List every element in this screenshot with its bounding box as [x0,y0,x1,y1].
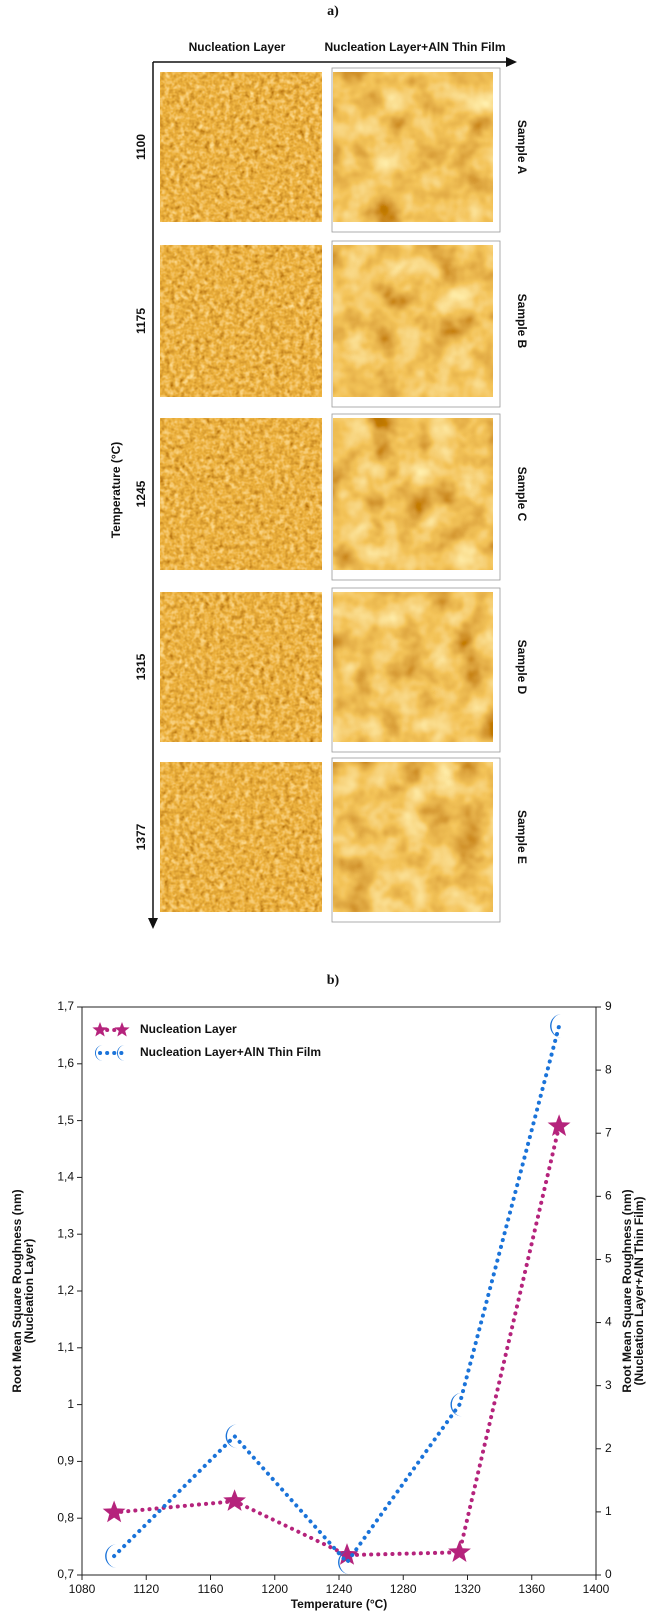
x-tick-label: 1200 [261,1582,288,1596]
afm-image [160,418,322,570]
afm-panel: a) Nucleation Layer Nucleation Layer+AlN… [109,4,517,929]
y2-axis-label: (Nucleation Layer+AlN Thin Film) [632,1196,646,1385]
y-tick-label: 1,1 [57,1340,74,1354]
y2-tick-label: 6 [605,1189,612,1203]
y-tick-label: 1,3 [57,1226,74,1240]
panel-label: a) [327,4,339,19]
temperature-label: 1175 [134,308,148,334]
y2-tick-label: 1 [605,1504,612,1518]
axis-label: Temperature (°C) [109,442,123,539]
image-frame [331,67,501,233]
x-axis-label: Temperature (°C) [291,1597,388,1611]
y2-tick-label: 2 [605,1441,612,1455]
plot-frame [81,1006,597,1576]
y-tick-label: 0,9 [57,1454,74,1468]
y2-tick-label: 7 [605,1125,612,1139]
y-tick-label: 1 [67,1397,74,1411]
marker [102,1500,126,1523]
x-tick-label: 1240 [326,1582,353,1596]
y2-tick-label: 4 [605,1315,612,1329]
marker [223,1489,246,1511]
y2-tick-label: 0 [605,1567,612,1581]
y2-tick-label: 3 [605,1378,612,1392]
column-header: Nucleation Layer [189,40,286,54]
x-tick-label: 1360 [518,1582,545,1596]
legend-label: Nucleation Layer [140,1022,237,1036]
y-axis-label: Root Mean Square Roughness (nm) [10,1189,24,1392]
y2-tick-label: 5 [605,1252,612,1266]
sample-label: Sample D [515,640,529,695]
y-tick-label: 1,6 [57,1056,74,1070]
x-tick-label: 1120 [133,1582,159,1596]
series-line [112,1124,562,1558]
y-tick-label: 1,7 [57,999,74,1013]
y2-axis-label: Root Mean Square Roughness (nm) [620,1189,634,1392]
x-tick-label: 1160 [198,1582,224,1596]
x-tick-label: 1400 [583,1582,610,1596]
y-axis-label: (Nucleation Layer) [22,1239,36,1344]
afm-image [333,72,493,222]
afm-image [160,592,322,742]
y-tick-label: 1,4 [57,1170,74,1184]
afm-image [333,245,493,397]
marker [547,1114,571,1136]
y2-tick-label: 9 [605,999,612,1013]
marker [448,1540,471,1562]
legend-marker [114,1022,130,1037]
legend-label: Nucleation Layer+AlN Thin Film [140,1045,321,1059]
y-tick-label: 0,8 [57,1510,74,1524]
afm-image [160,72,322,222]
temperature-label: 1377 [134,823,148,850]
chart-title: b) [327,973,340,988]
image-frame [331,757,501,923]
series-line [112,1023,562,1566]
y2-tick-label: 8 [605,1062,612,1076]
marker [335,1543,359,1565]
x-tick-label: 1280 [390,1582,417,1596]
afm-image [160,762,322,912]
sample-label: Sample E [515,810,529,864]
temperature-label: 1100 [134,134,148,160]
image-frame [331,587,501,753]
arrow-head [148,918,158,929]
y-tick-label: 0,7 [57,1567,74,1581]
column-header: Nucleation Layer+AlN Thin Film [324,40,505,54]
image-frame [331,240,501,408]
legend-marker [92,1022,108,1037]
x-tick-label: 1080 [69,1582,96,1596]
afm-image [160,245,322,397]
x-tick-label: 1320 [454,1582,481,1596]
sample-label: Sample A [515,120,529,175]
afm-image [333,762,493,912]
temperature-label: 1245 [134,480,148,507]
arrow-head [506,57,517,67]
afm-image [333,592,493,742]
y-tick-label: 1,2 [57,1283,74,1297]
image-frame [331,413,501,581]
temperature-label: 1315 [134,653,148,680]
sample-label: Sample C [515,467,529,522]
y-tick-label: 1,5 [57,1113,74,1127]
sample-label: Sample B [515,294,529,349]
afm-image [333,418,493,570]
